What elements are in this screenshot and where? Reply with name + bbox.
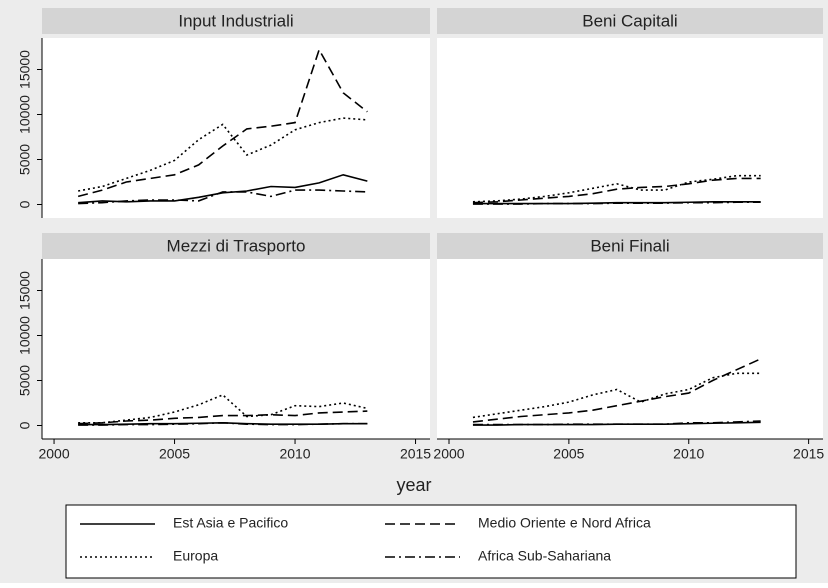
series-line — [472, 420, 761, 426]
x-axis-label: year — [396, 475, 431, 495]
x-tick-label: 2000 — [433, 446, 464, 462]
x-tick-label: 2005 — [553, 446, 584, 462]
legend — [65, 504, 797, 579]
series-line — [472, 372, 761, 419]
y-tick-label: 5000 — [17, 365, 33, 396]
panel-header — [42, 8, 430, 34]
plot-area — [437, 259, 823, 439]
series-line — [78, 421, 368, 426]
series-line — [78, 117, 368, 192]
legend-label: Est Asia e Pacifico — [173, 515, 288, 531]
series-line — [77, 47, 368, 198]
y-tick-label: 0 — [17, 421, 33, 429]
legend-label: Medio Oriente e Nord Africa — [478, 515, 651, 531]
plot-area — [42, 259, 430, 439]
panel-title: Beni Finali — [590, 236, 669, 255]
series-line — [78, 189, 368, 205]
x-tick-label: 2010 — [673, 446, 704, 462]
y-tick-label: 15000 — [17, 50, 33, 89]
x-tick-label: 2000 — [38, 446, 69, 462]
panel-title: Beni Capitali — [582, 11, 677, 30]
y-tick-label: 5000 — [17, 144, 33, 175]
y-tick-label: 10000 — [17, 316, 33, 355]
y-tick-label: 10000 — [17, 95, 33, 134]
panel-title: Mezzi di Trasporto — [167, 236, 306, 255]
plot-area — [42, 38, 430, 218]
y-tick-label: 15000 — [17, 271, 33, 310]
series-line — [472, 358, 761, 423]
x-tick-label: 2005 — [159, 446, 190, 462]
legend-label: Europa — [173, 548, 218, 564]
panel-header — [437, 233, 823, 259]
series-line — [78, 410, 368, 425]
x-tick-label: 2015 — [400, 446, 431, 462]
panel-header — [437, 8, 823, 34]
y-tick-label: 0 — [17, 200, 33, 208]
series-line — [78, 173, 368, 204]
series-line — [472, 174, 761, 203]
plot-area — [437, 38, 823, 218]
legend-label: Africa Sub-Sahariana — [478, 548, 611, 564]
series-line — [472, 201, 761, 205]
series-line — [472, 177, 761, 204]
panel-title: Input Industriali — [178, 11, 293, 30]
panel-header — [42, 233, 430, 259]
x-tick-label: 2010 — [279, 446, 310, 462]
x-tick-label: 2015 — [793, 446, 824, 462]
